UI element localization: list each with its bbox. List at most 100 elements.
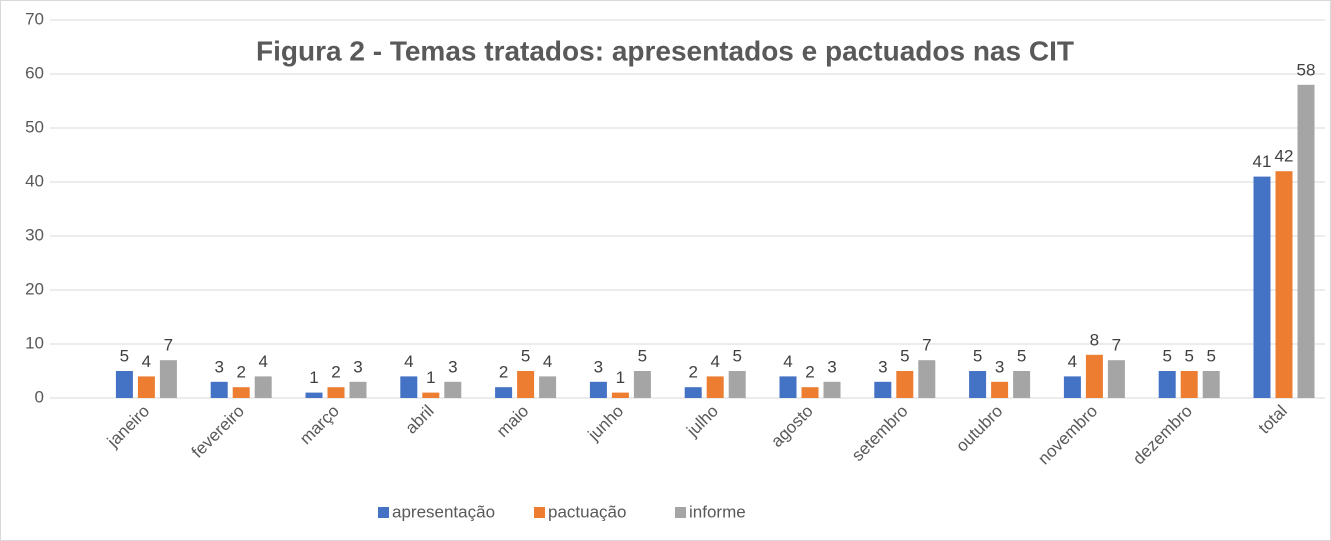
x-tick-label: fevereiro <box>188 401 248 461</box>
data-label: 5 <box>1206 346 1215 365</box>
data-label: 1 <box>309 368 318 387</box>
data-label: 5 <box>732 346 741 365</box>
y-tick-label: 30 <box>25 225 44 244</box>
data-label: 2 <box>805 363 814 382</box>
bar <box>1253 176 1271 398</box>
y-tick-label: 10 <box>25 333 44 352</box>
legend-label: informe <box>689 502 746 521</box>
bar <box>400 376 418 398</box>
data-label: 4 <box>1068 352 1077 371</box>
bar <box>444 381 462 398</box>
y-tick-label: 50 <box>25 117 44 136</box>
x-tick-label: janeiro <box>103 401 153 451</box>
data-label: 58 <box>1297 60 1316 79</box>
data-label: 2 <box>236 363 245 382</box>
data-label: 2 <box>331 363 340 382</box>
bar <box>1297 84 1315 399</box>
bar <box>684 387 702 398</box>
data-label: 5 <box>1162 346 1171 365</box>
bar <box>1085 354 1103 398</box>
bar <box>159 360 177 398</box>
bar <box>495 387 513 398</box>
bar <box>1180 371 1198 398</box>
data-label: 7 <box>922 336 931 355</box>
legend-label: pactuação <box>548 502 626 521</box>
legend-swatch <box>675 507 686 518</box>
bar <box>327 387 345 398</box>
data-label: 4 <box>142 352 151 371</box>
bar <box>210 381 228 398</box>
data-label: 3 <box>878 357 887 376</box>
data-label: 5 <box>638 346 647 365</box>
data-label: 7 <box>164 336 173 355</box>
data-label: 41 <box>1253 152 1272 171</box>
data-label: 5 <box>900 346 909 365</box>
x-tick-label: junho <box>584 401 628 445</box>
data-label: 7 <box>1112 336 1121 355</box>
x-tick-label: total <box>1255 401 1291 437</box>
bar <box>517 371 535 398</box>
data-label: 2 <box>499 363 508 382</box>
bar <box>232 387 250 398</box>
data-label: 1 <box>426 368 435 387</box>
data-label: 2 <box>688 363 697 382</box>
x-tick-label: abril <box>401 401 437 437</box>
y-tick-label: 40 <box>25 171 44 190</box>
x-tick-label: novembro <box>1034 401 1101 468</box>
data-label: 3 <box>214 357 223 376</box>
x-tick-label: dezembro <box>1129 401 1196 468</box>
bar <box>254 376 272 398</box>
bar <box>422 392 440 398</box>
chart-title: Figura 2 - Temas tratados: apresentados … <box>256 35 1074 66</box>
bar <box>874 381 892 398</box>
x-tick-label: março <box>296 401 343 448</box>
x-tick-label: outubro <box>952 401 1006 455</box>
bar <box>1063 376 1081 398</box>
bar <box>115 371 133 398</box>
bar <box>539 376 557 398</box>
bar <box>589 381 607 398</box>
x-tick-label: agosto <box>767 401 817 451</box>
bar <box>706 376 724 398</box>
bar <box>305 392 323 398</box>
bar <box>633 371 651 398</box>
x-tick-label: maio <box>493 401 532 440</box>
bar <box>918 360 936 398</box>
bar <box>1107 360 1125 398</box>
bar <box>1158 371 1176 398</box>
bar <box>823 381 841 398</box>
data-label: 3 <box>448 357 457 376</box>
bar <box>349 381 367 398</box>
data-label: 5 <box>1184 346 1193 365</box>
data-label: 4 <box>783 352 792 371</box>
data-label: 4 <box>404 352 413 371</box>
bar <box>1202 371 1220 398</box>
data-label: 5 <box>1017 346 1026 365</box>
data-label: 5 <box>973 346 982 365</box>
x-tick-label: julho <box>682 401 722 441</box>
bar <box>728 371 746 398</box>
legend-swatch <box>534 507 545 518</box>
data-label: 4 <box>543 352 552 371</box>
data-label: 3 <box>353 357 362 376</box>
data-label: 1 <box>616 368 625 387</box>
bar <box>991 381 1009 398</box>
bar <box>969 371 987 398</box>
bar <box>137 376 155 398</box>
legend-swatch <box>378 507 389 518</box>
y-tick-label: 0 <box>35 387 44 406</box>
bar <box>801 387 819 398</box>
legend-label: apresentação <box>392 502 495 521</box>
data-label: 3 <box>995 357 1004 376</box>
data-label: 3 <box>594 357 603 376</box>
bar <box>611 392 629 398</box>
bar <box>1013 371 1031 398</box>
y-tick-label: 60 <box>25 63 44 82</box>
bar <box>896 371 914 398</box>
x-tick-label: setembro <box>848 401 912 465</box>
y-tick-label: 20 <box>25 279 44 298</box>
data-label: 4 <box>258 352 267 371</box>
bar <box>779 376 797 398</box>
data-label: 42 <box>1275 147 1294 166</box>
